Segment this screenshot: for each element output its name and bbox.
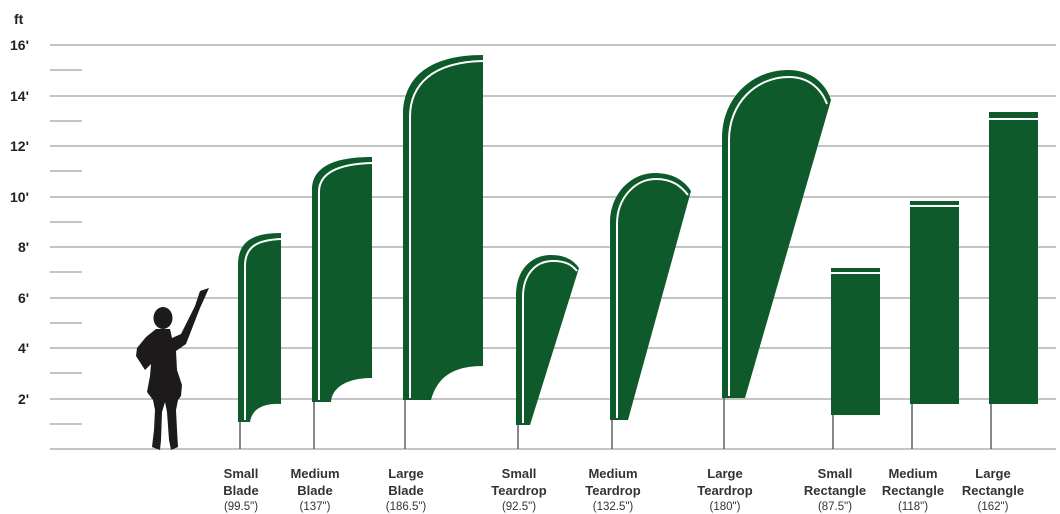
flag-labels: Small Blade (99.5") Medium Blade (137") … [223,466,1024,513]
label-large-rectangle: Large Rectangle (162") [962,466,1024,513]
flag-small-rectangle [831,268,880,415]
label-type: Blade [223,483,258,498]
y-tick-2: 2' [18,391,29,407]
unit-label: ft [14,11,24,27]
label-large-teardrop: Large Teardrop (180") [697,466,752,513]
y-tick-14: 14' [10,88,29,104]
flag-large-rectangle [989,112,1038,404]
flag-medium-teardrop [610,173,691,420]
label-size: (132.5") [593,501,634,513]
label-type: Rectangle [882,483,944,498]
label-size: (186.5") [386,501,427,513]
flag-medium-rectangle [910,201,959,404]
label-size: (118") [898,501,928,513]
y-tick-8: 8' [18,239,29,255]
label-type: Teardrop [697,483,752,498]
label-small-blade: Small Blade (99.5") [223,466,258,513]
label-medium-teardrop: Medium Teardrop (132.5") [585,466,640,513]
label-size: (99.5") [224,501,258,513]
flag-large-blade [403,55,483,400]
label-size: (92.5") [502,501,536,513]
label-name: Large [388,466,423,481]
label-name: Small [224,466,259,481]
label-size: (137") [300,501,331,513]
label-type: Rectangle [962,483,1024,498]
person-head [154,307,173,329]
flag-medium-blade [312,157,372,402]
person-body [136,288,209,450]
y-tick-16: 16' [10,37,29,53]
label-medium-blade: Medium Blade (137") [290,466,339,513]
person-pointing-icon [136,288,209,450]
y-tick-10: 10' [10,189,29,205]
label-size: (87.5") [818,501,852,513]
label-name: Small [502,466,537,481]
flag-small-blade [238,233,281,422]
y-tick-4: 4' [18,340,29,356]
label-type: Teardrop [491,483,546,498]
label-type: Blade [388,483,423,498]
label-size: (162") [978,501,1009,513]
label-name: Large [975,466,1010,481]
label-small-teardrop: Small Teardrop (92.5") [491,466,546,513]
label-medium-rectangle: Medium Rectangle (118") [882,466,944,513]
label-type: Rectangle [804,483,866,498]
y-tick-12: 12' [10,138,29,154]
label-name: Large [707,466,742,481]
y-axis-labels: 16' 14' 12' 10' 8' 6' 4' 2' [10,37,29,407]
label-name: Medium [888,466,937,481]
grid-lines [50,45,1056,449]
label-name: Small [818,466,853,481]
label-name: Medium [290,466,339,481]
flag-large-teardrop [722,70,831,398]
label-type: Teardrop [585,483,640,498]
label-size: (180") [710,501,741,513]
label-type: Blade [297,483,332,498]
label-small-rectangle: Small Rectangle (87.5") [804,466,866,513]
label-large-blade: Large Blade (186.5") [386,466,427,513]
label-name: Medium [588,466,637,481]
y-tick-6: 6' [18,290,29,306]
